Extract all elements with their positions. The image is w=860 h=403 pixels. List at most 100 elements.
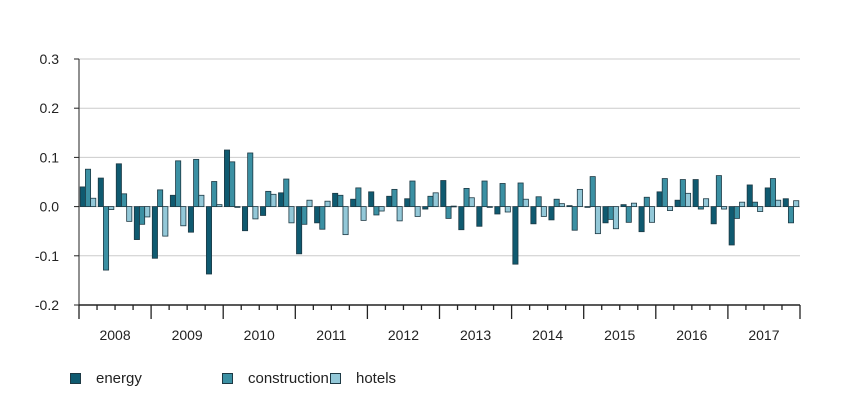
y-tick-label: -0.1 [35, 248, 59, 264]
bar-energy [602, 206, 609, 224]
bar-hotels [630, 202, 637, 208]
bar-construction [661, 178, 668, 207]
bar-construction [445, 206, 452, 219]
bar-hotels [252, 206, 259, 220]
x-tick-label: 2008 [99, 327, 130, 343]
bar-construction [319, 206, 326, 230]
bar-energy [260, 206, 267, 216]
bar-construction [373, 206, 380, 216]
bar-construction [679, 179, 686, 207]
legend-label-energy: energy [96, 370, 142, 387]
bar-energy [205, 206, 212, 275]
x-axis-ticks: 2008 2009 2010 2011 2012 2013 2014 2015 2016 2017 [78, 305, 801, 343]
x-tick-label: 2017 [748, 327, 779, 343]
bar-hotels [775, 199, 782, 207]
y-tick-label: 0.0 [40, 199, 60, 215]
y-tick-label: 0.1 [40, 149, 60, 165]
bar-energy [656, 191, 663, 207]
legend-label-hotels: hotels [356, 370, 397, 387]
bar-construction [697, 206, 704, 210]
bar-hotels [198, 194, 205, 207]
y-tick-label: -0.2 [35, 297, 59, 313]
bar-energy [296, 206, 303, 255]
bar-construction [247, 152, 254, 208]
bar-energy [728, 206, 735, 246]
bar-construction [211, 181, 218, 207]
bar-hotels [360, 206, 367, 221]
bar-energy [746, 184, 753, 207]
bar-energy [151, 206, 158, 259]
bar-energy [133, 206, 140, 240]
grid-lines [79, 58, 800, 257]
bar-energy [764, 187, 771, 207]
bar-construction [481, 180, 488, 208]
bar-construction [337, 194, 344, 207]
bar-hotels [721, 206, 728, 210]
legend-swatch-hotels [330, 373, 341, 384]
bar-hotels [144, 206, 151, 218]
bar-energy [386, 195, 393, 208]
bar-energy [440, 180, 447, 208]
bar-hotels [648, 206, 655, 223]
bars [79, 149, 800, 275]
x-tick-label: 2016 [676, 327, 707, 343]
x-tick-label: 2009 [172, 327, 203, 343]
legend-swatch-energy [70, 373, 81, 384]
bar-hotels [757, 206, 764, 212]
bar-construction [715, 175, 722, 208]
bar-hotels [126, 206, 133, 222]
bar-energy [79, 186, 86, 207]
bar-hotels [162, 206, 169, 237]
bar-energy [548, 206, 555, 221]
bar-hotels [342, 206, 349, 236]
bar-energy [224, 149, 231, 208]
bar-hotels [594, 206, 601, 235]
bar-construction [571, 206, 578, 231]
bar-hotels [324, 200, 331, 208]
bar-hotels [108, 206, 115, 210]
x-tick-label: 2014 [532, 327, 563, 343]
x-tick-label: 2010 [244, 327, 275, 343]
bar-construction [427, 195, 434, 208]
legend-item-energy: energy [70, 370, 222, 387]
bar-construction [355, 187, 362, 207]
bar-energy [584, 206, 591, 208]
bar-hotels [486, 206, 493, 208]
bar-hotels [504, 206, 511, 213]
bar-construction [607, 206, 614, 220]
bar-construction [103, 206, 110, 271]
bar-energy [710, 206, 717, 225]
bar-energy [530, 206, 537, 225]
bar-hotels [667, 206, 674, 211]
bar-hotels [793, 200, 800, 207]
bar-energy [169, 194, 176, 207]
bar-construction [787, 206, 794, 224]
legend-item-hotels: hotels [330, 370, 396, 387]
bar-construction [589, 176, 596, 207]
y-tick-label: 0.3 [40, 51, 60, 67]
bar-hotels [396, 206, 403, 222]
bar-hotels [703, 198, 710, 207]
bar-energy [242, 206, 249, 232]
x-tick-label: 2015 [604, 327, 635, 343]
bar-energy [620, 204, 627, 208]
bar-construction [751, 201, 758, 207]
bar-construction [175, 160, 182, 207]
bar-hotels [90, 197, 97, 208]
bar-energy [458, 206, 465, 231]
bar-hotels [576, 188, 583, 208]
bar-construction [193, 158, 200, 207]
legend-swatch-construction [222, 373, 233, 384]
bar-energy [494, 206, 501, 215]
bar-energy [115, 163, 122, 208]
y-axis-ticks: 0.3 0.2 0.1 0.0 -0.1 -0.2 [35, 51, 79, 313]
legend: energy construction hotels [70, 370, 396, 387]
bar-energy [314, 206, 321, 224]
legend-label-construction: construction [248, 370, 329, 387]
bar-hotels [558, 203, 565, 207]
bar-hotels [450, 205, 457, 208]
bar-construction [265, 190, 272, 208]
y-tick-label: 0.2 [40, 100, 60, 116]
bar-hotels [270, 193, 277, 208]
